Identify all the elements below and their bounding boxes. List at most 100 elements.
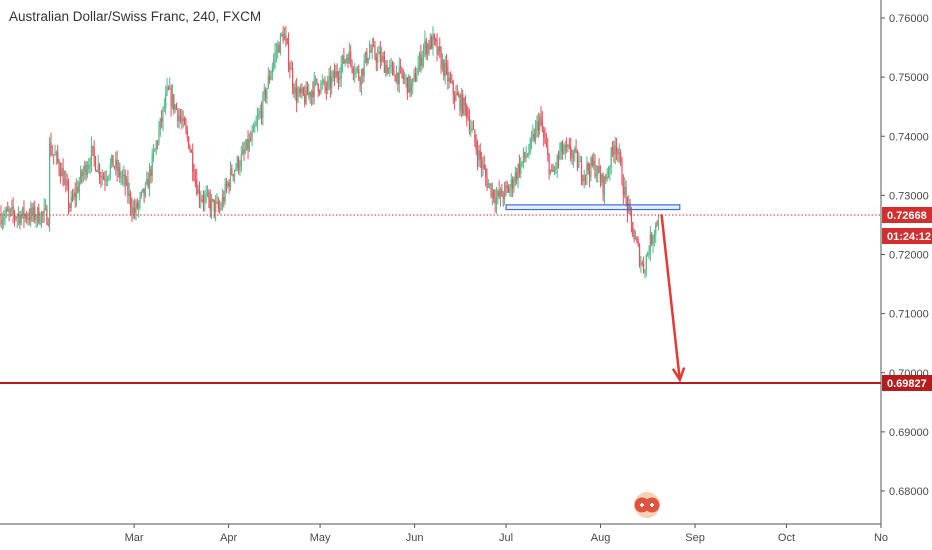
candle-body (84, 164, 86, 172)
candle-body (213, 199, 215, 213)
candle-body (216, 201, 218, 203)
candle-body (395, 72, 398, 82)
candle-body (57, 152, 59, 162)
candle-body (348, 51, 350, 64)
candle-body (314, 78, 317, 80)
candle-body (449, 77, 452, 82)
candle-body (63, 179, 66, 186)
candle-body (127, 179, 129, 196)
candle-body (509, 187, 511, 193)
candle-body (302, 87, 304, 95)
candle-body (412, 78, 414, 86)
candle-body (223, 197, 225, 202)
candle-body (641, 263, 643, 265)
candle-body (463, 98, 465, 114)
candle-body (323, 80, 325, 83)
candle-body (456, 93, 458, 96)
candle-body (96, 170, 98, 172)
candle-body (26, 214, 28, 220)
candle-body (516, 171, 518, 180)
candle-body (316, 78, 318, 84)
candle-body (445, 63, 448, 68)
candle-body (142, 188, 144, 192)
candle-body (46, 207, 48, 225)
candle-body (319, 91, 321, 93)
candle-body (161, 118, 163, 122)
candle-body (385, 65, 387, 73)
candle-body (81, 170, 83, 177)
candle-body (441, 60, 444, 69)
candle-body (533, 133, 535, 141)
candle-body (140, 191, 142, 196)
candle-body (327, 80, 329, 91)
candle-body (328, 75, 330, 81)
candle-body (394, 75, 396, 82)
candle-body (540, 116, 542, 120)
candle-body (637, 241, 639, 246)
candle-body (379, 51, 381, 62)
candle-body (389, 65, 391, 69)
candle-body (563, 151, 565, 154)
candle-body (200, 199, 202, 201)
candle-body (265, 89, 267, 99)
candle-body (246, 139, 248, 150)
watermark-logo-icon (634, 492, 660, 518)
candle-body (329, 75, 331, 88)
candle-body (360, 69, 363, 86)
candle-body (656, 223, 658, 225)
candle-body (152, 151, 155, 155)
candle-body (321, 82, 323, 84)
candle-body (146, 178, 148, 184)
candle-body (55, 152, 57, 155)
candle-body (337, 76, 340, 80)
candle-body (503, 185, 506, 199)
candle-body (344, 59, 346, 64)
candle-body (182, 118, 184, 122)
candle-body (555, 168, 557, 170)
candle-body (189, 148, 191, 151)
x-tick-label: Mar (125, 532, 144, 544)
candle-body (220, 207, 222, 209)
candle-body (571, 156, 573, 159)
candle-body (197, 189, 199, 194)
candle-body (356, 68, 358, 70)
candle-body (578, 161, 580, 168)
candle-body (603, 177, 606, 195)
candle-body (481, 159, 483, 168)
candle-body (211, 199, 213, 211)
candle-body (89, 165, 91, 167)
y-tick-label: 0.76000 (889, 13, 929, 25)
candle-body (498, 191, 500, 197)
candle-body (27, 218, 29, 220)
candle-body (43, 207, 45, 214)
candle-body (466, 105, 468, 118)
candle-body (174, 105, 176, 110)
candle-body (204, 195, 206, 203)
candle-body (645, 255, 647, 270)
candle-body (458, 95, 460, 97)
candle-body (50, 142, 52, 155)
candle-body (193, 171, 195, 179)
candle-body (579, 160, 581, 162)
candle-body (247, 139, 249, 150)
candle-body (605, 177, 607, 179)
candle-body (553, 168, 556, 172)
candle-body (535, 126, 537, 141)
candle-body (275, 51, 277, 53)
candle-body (417, 65, 419, 76)
candle-body (236, 158, 238, 169)
y-tick-label: 0.72000 (889, 250, 929, 262)
candle-body (243, 149, 245, 152)
candle-body (433, 34, 435, 39)
candle-body (70, 196, 72, 209)
candle-body (115, 159, 117, 168)
candle-body (58, 161, 60, 171)
candle-body (366, 51, 368, 63)
time-scale: Mar Apr May Jun Jul Aug Sep Oct No (125, 524, 888, 544)
candle-body (279, 34, 282, 53)
candle-body (139, 195, 141, 203)
candle-body (506, 186, 508, 188)
candle-body (381, 55, 383, 62)
candle-body (184, 118, 186, 125)
